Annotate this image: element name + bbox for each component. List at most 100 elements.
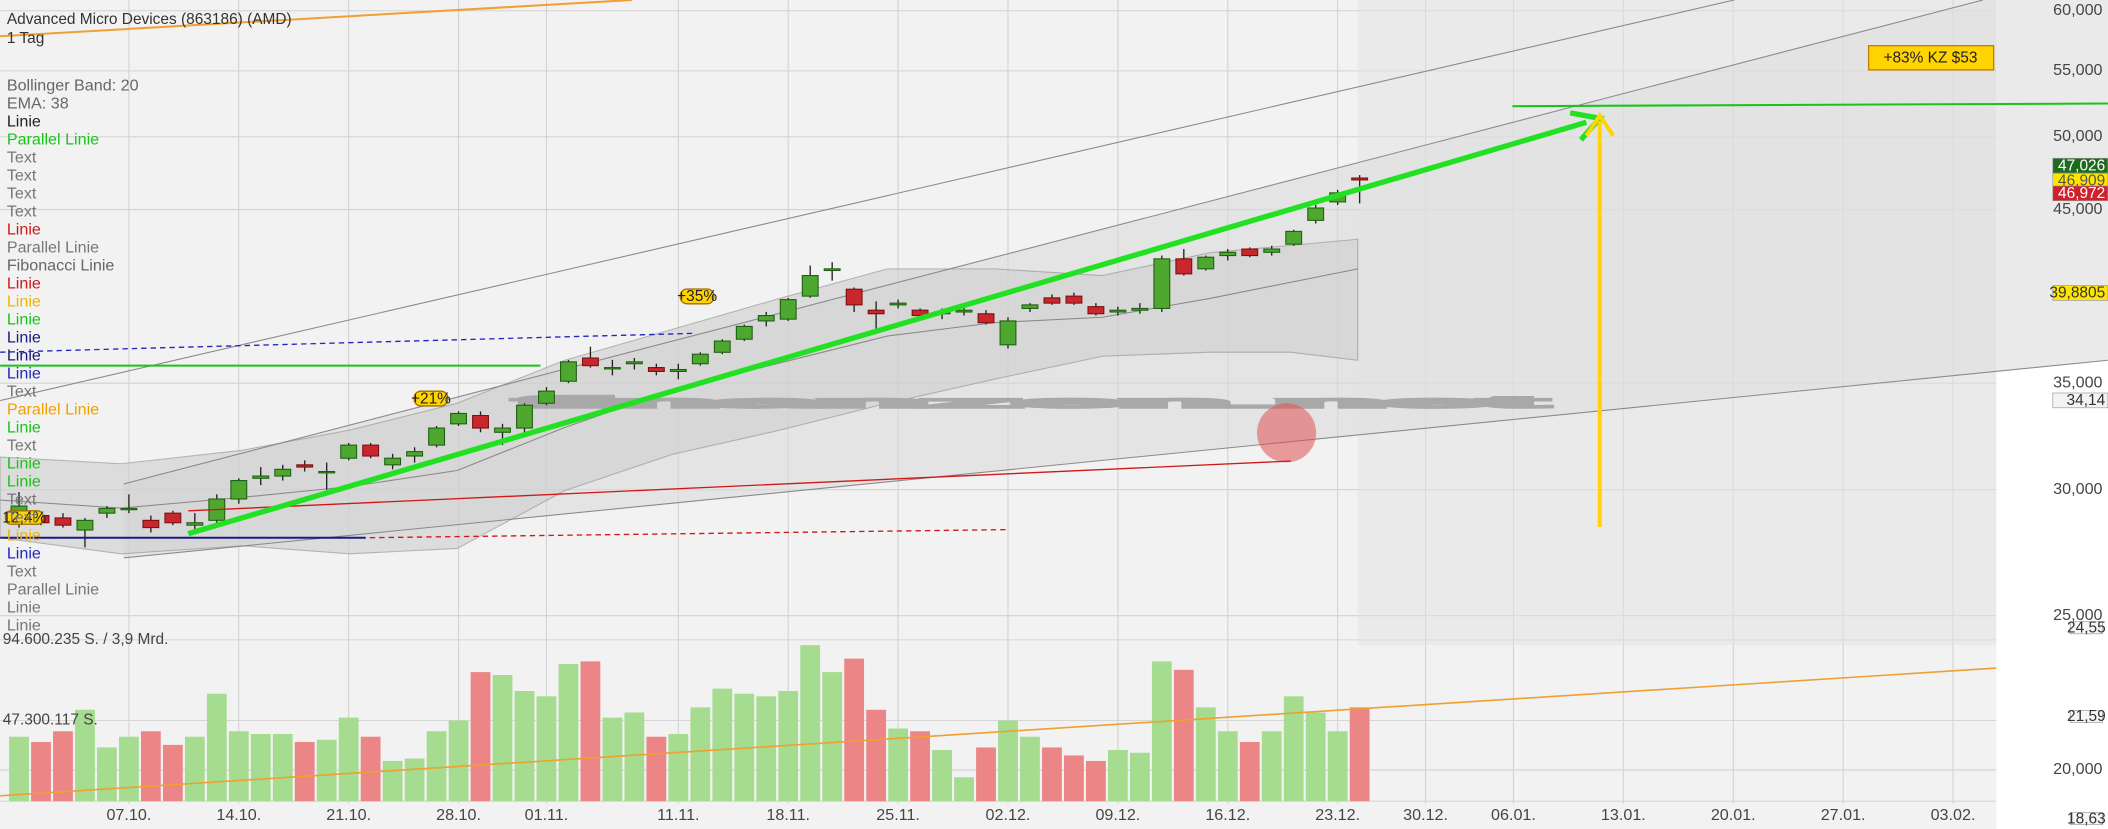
legend-entry: Linie xyxy=(7,419,41,437)
candle-body xyxy=(801,275,819,297)
legend-entry: Text xyxy=(7,437,37,455)
volume-bar xyxy=(866,709,887,802)
y-tick-label: 20,000 xyxy=(2053,760,2102,778)
channel-line xyxy=(123,359,2108,559)
candle-body xyxy=(472,414,489,429)
blue-dashed-line xyxy=(0,332,693,353)
y-tick-label: 35,000 xyxy=(2053,373,2102,391)
side-label-box xyxy=(2069,710,2103,723)
legend-entry: Parallel Linie xyxy=(7,130,99,148)
legend-entry: Text xyxy=(7,563,37,581)
candle-body xyxy=(1109,309,1127,313)
volume-bar xyxy=(75,709,95,802)
volume-bar xyxy=(184,736,205,802)
volume-bar xyxy=(1195,707,1216,802)
legend-entry: Text xyxy=(7,202,37,220)
legend-entry: Text xyxy=(7,383,37,401)
candle-body xyxy=(538,390,555,404)
x-tick-label: 30.12. xyxy=(1403,806,1448,824)
green-line xyxy=(1512,102,2108,108)
volume-bar xyxy=(1107,750,1128,802)
candle-body xyxy=(1219,251,1237,257)
candle-body xyxy=(1197,256,1215,270)
yellow-arrow-head xyxy=(1584,111,1615,137)
candle-body xyxy=(1043,297,1061,304)
legend-entry: Linie xyxy=(7,112,41,130)
volume-bar xyxy=(206,693,227,802)
x-tick-label: 28.10. xyxy=(436,806,481,824)
volume-bar xyxy=(1064,755,1084,802)
x-tick-label: 02.12. xyxy=(986,806,1031,824)
price-label: 46,972 xyxy=(2058,185,2105,202)
volume-bar xyxy=(31,742,51,802)
x-tick-label: 06.01. xyxy=(1491,806,1536,824)
candle-body xyxy=(186,522,204,526)
volume-bar xyxy=(140,731,161,802)
candle-body xyxy=(647,367,665,372)
legend-entry: Linie xyxy=(7,365,41,383)
candle-body xyxy=(559,361,577,382)
price-label: 39,8805 xyxy=(2049,285,2105,302)
bollinger-band xyxy=(0,238,1359,555)
x-tick-label: 16.12. xyxy=(1205,806,1250,824)
candle-body xyxy=(450,412,468,425)
volume-bar xyxy=(844,658,865,802)
volume-bar xyxy=(228,731,249,802)
candle-body xyxy=(1263,248,1281,253)
volume-bar xyxy=(1086,760,1106,802)
volume-bar xyxy=(514,691,535,802)
volume-bar xyxy=(119,736,139,802)
x-tick-label: 23.12. xyxy=(1315,806,1360,824)
candle-body xyxy=(911,309,929,317)
orange-line xyxy=(0,667,1997,797)
legend-entry: Linie xyxy=(7,292,41,310)
volume-bar xyxy=(1151,661,1172,802)
volume-bar xyxy=(558,664,579,802)
candle-body xyxy=(142,519,160,529)
legend-entry: Linie xyxy=(7,328,41,346)
volume-bar xyxy=(1283,696,1304,802)
candle-body xyxy=(164,512,182,524)
volume-bar xyxy=(1129,752,1150,802)
volume-bar xyxy=(1020,736,1040,802)
watermark-dot xyxy=(1256,403,1317,463)
candle-body xyxy=(1241,248,1259,257)
candle-body xyxy=(713,340,731,353)
volume-bar xyxy=(272,733,293,802)
chart-title: Advanced Micro Devices (863186) (AMD) xyxy=(7,11,292,28)
volume-bar xyxy=(1217,731,1238,802)
volume-bar xyxy=(426,731,447,802)
watermark: finanzen.net xyxy=(518,394,1548,411)
volume-bar xyxy=(580,661,601,802)
annotation: 12,4% xyxy=(2,509,46,526)
legend-entry: Text xyxy=(7,184,37,202)
legend-entry: Bollinger Band: 20 xyxy=(7,76,139,94)
volume-bar xyxy=(1305,712,1326,802)
red-dashed-line xyxy=(369,528,1006,539)
legend-entry: Text xyxy=(7,509,37,527)
volume-bar xyxy=(250,733,271,802)
annotation: +21% xyxy=(411,390,451,407)
volume-bar xyxy=(624,712,645,802)
legend-entry: EMA: 38 xyxy=(7,94,69,112)
candle-body xyxy=(1131,307,1149,311)
volume-bar xyxy=(822,672,843,802)
candle-body xyxy=(318,470,336,474)
legend-entry: Linie xyxy=(7,455,41,473)
axes: 60,000 55,000 50,000 45,000 35,000 30,000 25,0… xyxy=(3,1,2108,827)
volume-bar xyxy=(976,747,996,802)
volume-bar xyxy=(668,733,689,802)
candle-body xyxy=(1065,295,1083,304)
legend-entry: Text xyxy=(7,148,37,166)
volume-bar xyxy=(646,736,667,802)
legend-entry: Linie xyxy=(7,527,41,545)
x-tick-label: 01.11. xyxy=(525,806,569,824)
annotation: +35% xyxy=(677,288,717,305)
volume-bar xyxy=(1173,669,1194,802)
annotation-box xyxy=(413,390,449,407)
x-tick-label: 03.02. xyxy=(1931,806,1976,824)
volume-bar xyxy=(162,744,183,802)
legend-entry: Linie xyxy=(7,346,41,364)
candle-body xyxy=(1153,258,1171,309)
side-label: 18,63 xyxy=(2067,810,2106,827)
